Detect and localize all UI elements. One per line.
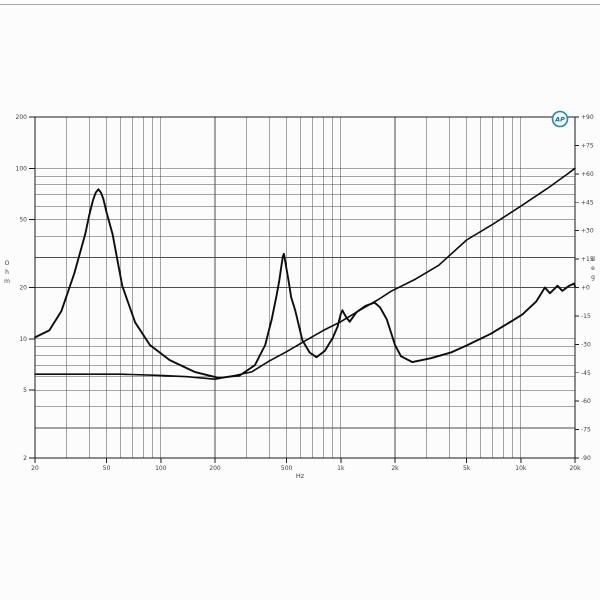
plot-frame — [34, 116, 576, 459]
left-tick-label: 100 — [16, 165, 28, 172]
right-tick-label: -90 — [581, 455, 591, 462]
x-tick-label: 50 — [103, 465, 111, 472]
ap-logo-circle — [551, 110, 569, 128]
right-tick-label: +45 — [581, 199, 594, 206]
right-tick-label: -75 — [581, 427, 591, 434]
x-tick-label: 500 — [281, 465, 293, 472]
left-tick-label: 200 — [16, 114, 28, 121]
right-tick-label: +90 — [581, 114, 594, 121]
x-tick-label: 1k — [337, 465, 345, 472]
x-tick-label: 20 — [31, 465, 39, 472]
curve-layer — [34, 167, 576, 381]
right-tick-label: -45 — [581, 370, 591, 377]
x-tick-label: 100 — [155, 465, 167, 472]
right-tick-label: +0 — [581, 285, 590, 292]
right-axis-unit-label: e — [591, 265, 595, 272]
left-tick-label: 10 — [19, 336, 27, 343]
x-tick-label: 10k — [515, 465, 527, 472]
ap-logo-text: AP — [554, 116, 565, 124]
right-tick-label: +60 — [581, 171, 594, 178]
left-tick-label: 50 — [19, 217, 27, 224]
right-axis-unit-label: d — [591, 256, 595, 263]
right-tick-label: -15 — [581, 313, 591, 320]
right-tick-label: -30 — [581, 341, 591, 348]
x-axis-unit-label: Hz — [296, 472, 305, 480]
grid-layer — [34, 116, 576, 459]
x-tick-label: 200 — [209, 465, 221, 472]
left-axis-unit-label: m — [4, 278, 10, 285]
rising-line-curve — [34, 167, 576, 381]
left-axis-unit-label: h — [5, 269, 9, 276]
right-tick-label: +30 — [581, 228, 594, 235]
x-tick-label: 20k — [569, 465, 581, 472]
impedance-magnitude-curve — [34, 188, 576, 379]
page-top-border — [0, 4, 600, 5]
left-tick-label: 5 — [23, 387, 27, 394]
right-axis-unit-label: g — [591, 274, 595, 281]
x-tick-label: 2k — [391, 465, 399, 472]
left-axis-unit-label: O — [5, 260, 10, 267]
right-tick-label: -60 — [581, 398, 591, 405]
ap-logo: AP — [551, 110, 569, 128]
plot-frame-layer — [34, 116, 576, 459]
x-tick-label: 5k — [463, 465, 471, 472]
left-tick-label: 2 — [23, 455, 27, 462]
right-tick-label: +15 — [581, 256, 594, 263]
axis-label-layer: 20 50 100 200 500 1k 2k 5k 10k 20k 200 100 50 20 10 5 2 +… — [4, 114, 595, 472]
tick-layer — [29, 116, 579, 463]
left-tick-label: 20 — [19, 285, 27, 292]
right-tick-label: +75 — [581, 142, 594, 149]
